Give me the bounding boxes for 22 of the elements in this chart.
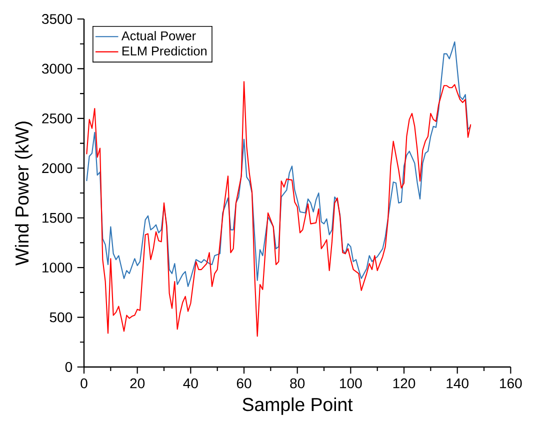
y-tick-label: 1000 (42, 262, 72, 273)
y-tick-label: 3500 (42, 14, 72, 24)
x-tick-label: 140 (446, 378, 468, 388)
x-tick-label: 0 (80, 378, 88, 388)
legend-label: ELM Prediction (122, 46, 206, 56)
y-tick-label: 500 (50, 312, 72, 322)
x-axis-title: Sample Point (242, 397, 353, 415)
x-tick-label: 20 (130, 378, 145, 388)
x-tick-label: 160 (500, 378, 522, 388)
x-tick-label: 80 (290, 378, 305, 388)
y-tick-label: 2500 (42, 113, 72, 124)
line-series (86, 81, 472, 337)
y-tick-label: 2000 (42, 163, 72, 174)
x-tick-label: 120 (393, 378, 416, 388)
y-tick-label: 3000 (42, 64, 72, 74)
x-tick-label: 60 (236, 378, 252, 388)
x-tick-label: 40 (183, 378, 198, 388)
legend-label: Actual Power (121, 31, 196, 40)
y-axis-title: Wind Power (kW) (14, 122, 32, 266)
y-tick-label: 0 (65, 362, 72, 372)
y-tick-label: 1500 (42, 212, 72, 223)
x-tick-label: 100 (340, 378, 362, 388)
